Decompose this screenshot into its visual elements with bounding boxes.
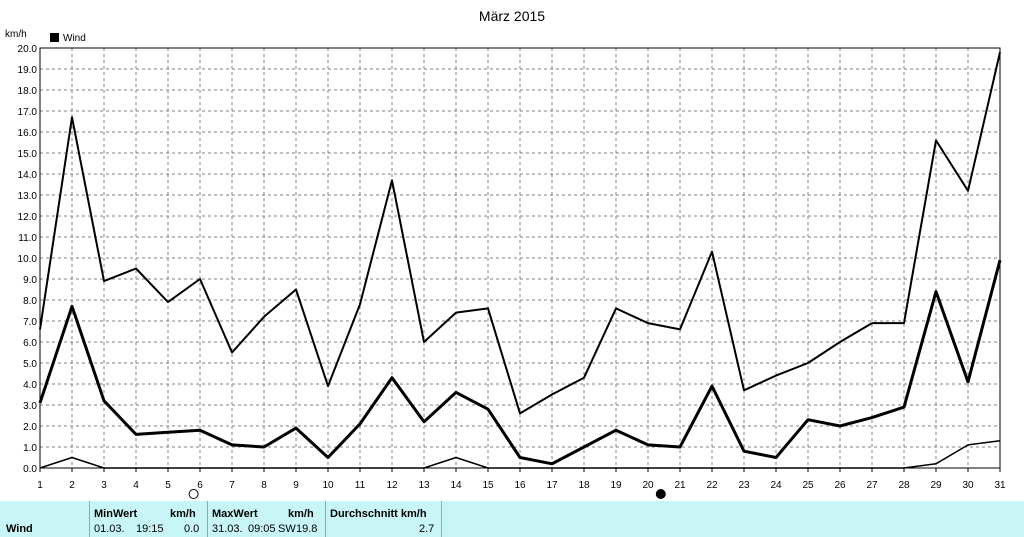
- x-tick-label: 26: [834, 480, 846, 491]
- y-tick-label: 11.0: [18, 233, 37, 244]
- x-tick-label: 10: [322, 480, 334, 491]
- x-tick-label: 16: [514, 480, 526, 491]
- stats-label-cell: Wind: [0, 501, 90, 537]
- series-avg-line: [38, 259, 1002, 466]
- avg-value: 2.7: [419, 523, 435, 535]
- y-tick-label: 17.0: [18, 107, 38, 118]
- x-tick-label: 14: [450, 480, 462, 491]
- x-tick-label: 28: [898, 480, 910, 491]
- avg-header: Durchschnitt km/h: [330, 508, 427, 520]
- stats-min-cell: MinWert km/h 01.03. 19:15 0.0: [90, 501, 208, 537]
- x-tick-label: 30: [962, 480, 974, 491]
- y-tick-label: 0.0: [23, 464, 37, 475]
- max-time: 09:05: [248, 523, 276, 535]
- y-tick-label: 12.0: [18, 212, 38, 223]
- x-tick-label: 20: [642, 480, 654, 491]
- y-tick-label: 4.0: [23, 380, 37, 391]
- max-unit: km/h: [288, 508, 314, 520]
- max-value: 19.8: [296, 523, 318, 535]
- y-tick-label: 9.0: [23, 275, 37, 286]
- stats-table: Wind MinWert km/h 01.03. 19:15 0.0 MaxWe…: [0, 501, 1024, 537]
- y-tick-label: 15.0: [18, 149, 38, 160]
- moon-phase-markers: [188, 489, 666, 499]
- grid: [40, 48, 1000, 468]
- y-tick-label: 1.0: [23, 443, 37, 454]
- x-tick-label: 18: [578, 480, 590, 491]
- max-header: MaxWert: [212, 508, 258, 520]
- y-tick-label: 13.0: [18, 191, 38, 202]
- x-tick-label: 7: [229, 480, 235, 491]
- y-tick-label: 6.0: [23, 338, 37, 349]
- min-unit: km/h: [170, 508, 196, 520]
- x-tick-label: 27: [866, 480, 878, 491]
- x-tick-label: 4: [133, 480, 139, 491]
- x-tick-label: 9: [293, 480, 299, 491]
- x-tick-label: 5: [165, 480, 171, 491]
- min-header: MinWert: [94, 508, 138, 520]
- x-tick-label: 24: [770, 480, 782, 491]
- x-tick-label: 2: [69, 480, 75, 491]
- legend-label: Wind: [63, 33, 86, 44]
- x-tick-label: 13: [418, 480, 430, 491]
- x-tick-label: 8: [261, 480, 267, 491]
- x-tick-label: 19: [610, 480, 622, 491]
- plot-frame: [39, 47, 1001, 469]
- x-tick-label: 15: [482, 480, 494, 491]
- x-tick-label: 22: [706, 480, 718, 491]
- full-moon-icon: [188, 489, 199, 499]
- y-tick-label: 19.0: [18, 65, 38, 76]
- min-value: 0.0: [184, 523, 200, 535]
- y-tick-label: 2.0: [23, 422, 37, 433]
- chart-title: März 2015: [479, 8, 545, 24]
- series-max-line: [39, 51, 1001, 415]
- min-date: 01.03.: [94, 523, 125, 535]
- min-time: 19:15: [136, 523, 164, 535]
- x-tick-label: 31: [994, 480, 1006, 491]
- max-direction: SW: [278, 523, 296, 535]
- x-tick-label: 23: [738, 480, 750, 491]
- y-tick-label: 10.0: [18, 254, 38, 265]
- stats-row-label: Wind: [6, 523, 33, 535]
- wind-chart: März 2015 km/h Wind 0.0 1.0 2.0 3.0 4.0 5.0 6.…: [5, 8, 1006, 499]
- x-tick-label: 6: [197, 480, 203, 491]
- x-tick-label: 29: [930, 480, 942, 491]
- legend-swatch: [50, 33, 59, 42]
- y-tick-label: 3.0: [23, 401, 37, 412]
- y-tick-label: 20.0: [18, 44, 38, 55]
- x-tick-labels: 1 2 3 4 5 6 7 8 9 10 11 12 13 14 15 16 17 18 19 20 21 22 23 24 2…: [37, 468, 1006, 491]
- x-tick-label: 25: [802, 480, 814, 491]
- max-date: 31.03.: [212, 523, 243, 535]
- y-tick-label: 8.0: [23, 296, 37, 307]
- x-tick-label: 11: [355, 480, 366, 491]
- y-tick-label: 14.0: [18, 170, 38, 181]
- y-tick-label: 18.0: [18, 86, 38, 97]
- y-tick-label: 7.0: [23, 317, 37, 328]
- stats-avg-cell: Durchschnitt km/h 2.7: [326, 501, 442, 537]
- x-tick-label: 3: [101, 480, 107, 491]
- y-axis-unit: km/h: [5, 29, 27, 40]
- x-tick-label: 17: [546, 480, 558, 491]
- y-tick-label: 16.0: [18, 128, 38, 139]
- x-tick-label: 12: [386, 480, 398, 491]
- y-tick-labels: 0.0 1.0 2.0 3.0 4.0 5.0 6.0 7.0 8.0 9.0 10.0 11.0 12…: [18, 44, 38, 475]
- x-tick-label: 1: [37, 480, 43, 491]
- new-moon-icon: [655, 489, 666, 499]
- stats-max-cell: MaxWert km/h 31.03. 09:05 SW 19.8: [208, 501, 326, 537]
- y-tick-label: 5.0: [23, 359, 37, 370]
- x-tick-label: 21: [674, 480, 686, 491]
